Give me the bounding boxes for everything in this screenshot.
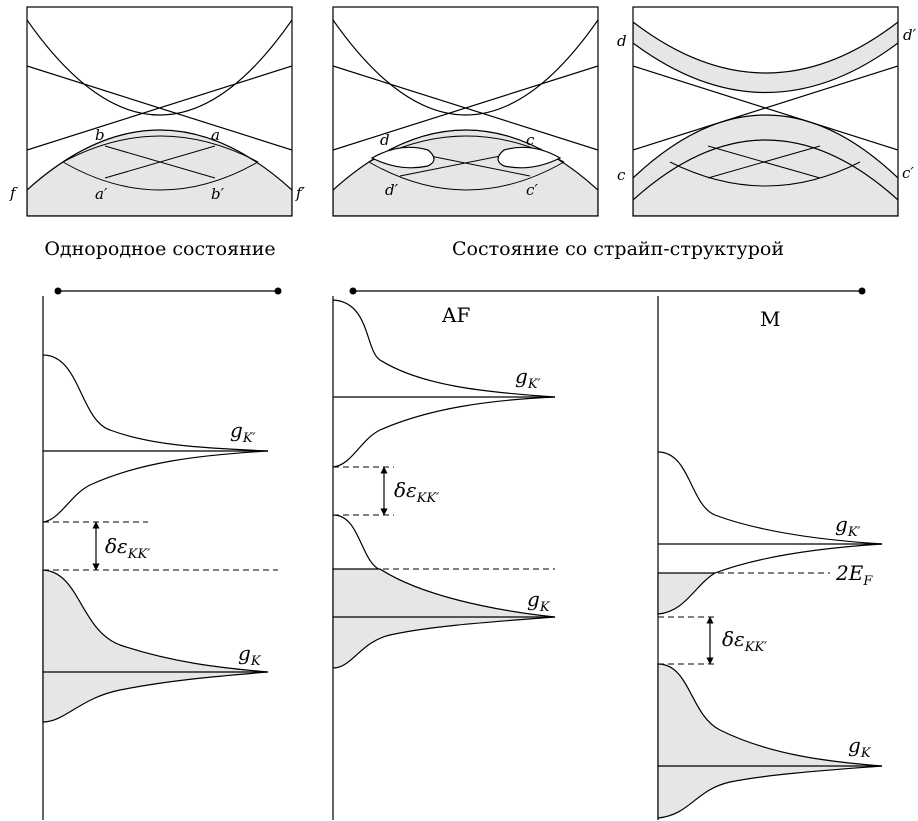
label-delta: δεKK′ bbox=[722, 627, 767, 655]
panel-frame bbox=[26, 6, 293, 217]
dos-fermi-fill bbox=[657, 572, 718, 615]
cross-line-2 bbox=[633, 65, 898, 151]
upper-band bbox=[333, 19, 598, 116]
upper-band-fill bbox=[633, 21, 898, 94]
panel-frame bbox=[332, 6, 599, 217]
caption-stripe: Состояние со страйп-структурой bbox=[452, 238, 784, 260]
label-a-prime: a′ bbox=[95, 185, 108, 203]
dos-upper-curve-bottom bbox=[332, 396, 556, 468]
label-g-k-prime: gK′ bbox=[515, 364, 541, 392]
label-d: d bbox=[380, 131, 390, 149]
label-fermi: 2EF bbox=[835, 561, 873, 589]
range-dot-left bbox=[54, 287, 62, 295]
cross-line-2 bbox=[333, 65, 598, 151]
inner-upper-arc bbox=[62, 135, 259, 163]
inner-lower-arc bbox=[62, 161, 259, 191]
label-b: b bbox=[95, 126, 105, 144]
inner-lower-arc bbox=[368, 161, 565, 191]
lower-band-fill bbox=[27, 129, 292, 216]
label-a: a bbox=[211, 126, 220, 144]
label-c-prime: c′ bbox=[526, 181, 538, 199]
gap-pocket-left bbox=[370, 146, 435, 169]
label-f-prime: f′ bbox=[295, 184, 306, 202]
label-g-k-prime: gK′ bbox=[230, 418, 256, 446]
dos-upper-curve-top bbox=[657, 451, 883, 545]
lower-band-fill bbox=[333, 129, 598, 216]
panel-frame bbox=[632, 6, 899, 217]
label-c: c bbox=[526, 131, 535, 149]
label-f: f bbox=[9, 184, 18, 202]
inner-lower-arc bbox=[669, 161, 861, 187]
range-dot-right bbox=[858, 287, 866, 295]
label-delta: δεKK′ bbox=[394, 478, 439, 506]
label-d-prime: d′ bbox=[903, 26, 917, 44]
band-panel-3: d d′ c c′ bbox=[617, 6, 917, 217]
caption-homogeneous: Однородное состояние bbox=[44, 238, 275, 260]
dos-upper-curve-top bbox=[332, 299, 556, 398]
dos-upper-curve-bottom bbox=[42, 450, 269, 523]
panel-title-m: M bbox=[760, 307, 780, 331]
label-c-prime: c′ bbox=[902, 164, 914, 182]
label-g-k: gK bbox=[527, 587, 551, 615]
panel-title-af: AF bbox=[441, 303, 470, 327]
label-d-prime: d′ bbox=[385, 181, 399, 199]
dos-lower-curve-top bbox=[332, 514, 381, 571]
label-g-k: gK bbox=[848, 733, 872, 761]
range-dot-left bbox=[349, 287, 357, 295]
dos-upper-curve-bottom bbox=[714, 543, 883, 574]
label-g-k: gK bbox=[238, 641, 262, 669]
label-g-k-prime: gK′ bbox=[835, 512, 861, 540]
inner-cross-2 bbox=[707, 145, 821, 179]
dos-panel-af: AF gK′ δεKK′ gK bbox=[332, 287, 866, 820]
band-panel-2: d c d′ c′ bbox=[332, 6, 599, 217]
range-dot-right bbox=[274, 287, 282, 295]
label-c: c bbox=[617, 166, 626, 184]
label-d: d bbox=[617, 32, 627, 50]
dos-lower-fill bbox=[332, 568, 556, 669]
cross-line-2 bbox=[27, 65, 292, 151]
dos-panel-left: gK′ δεKK′ gK bbox=[42, 287, 282, 820]
dos-upper-curve-top bbox=[42, 354, 269, 452]
band-panel-1: b a a′ b′ f f′ bbox=[9, 6, 306, 217]
upper-band bbox=[27, 19, 292, 116]
dos-panel-m: M gK′ 2EF δεKK′ gK bbox=[657, 296, 883, 820]
gap-pocket-right bbox=[497, 146, 562, 169]
label-delta: δεKK′ bbox=[105, 534, 150, 562]
label-b-prime: b′ bbox=[211, 185, 225, 203]
dos-lower-fill bbox=[42, 569, 269, 723]
inner-cross-2 bbox=[104, 145, 216, 179]
